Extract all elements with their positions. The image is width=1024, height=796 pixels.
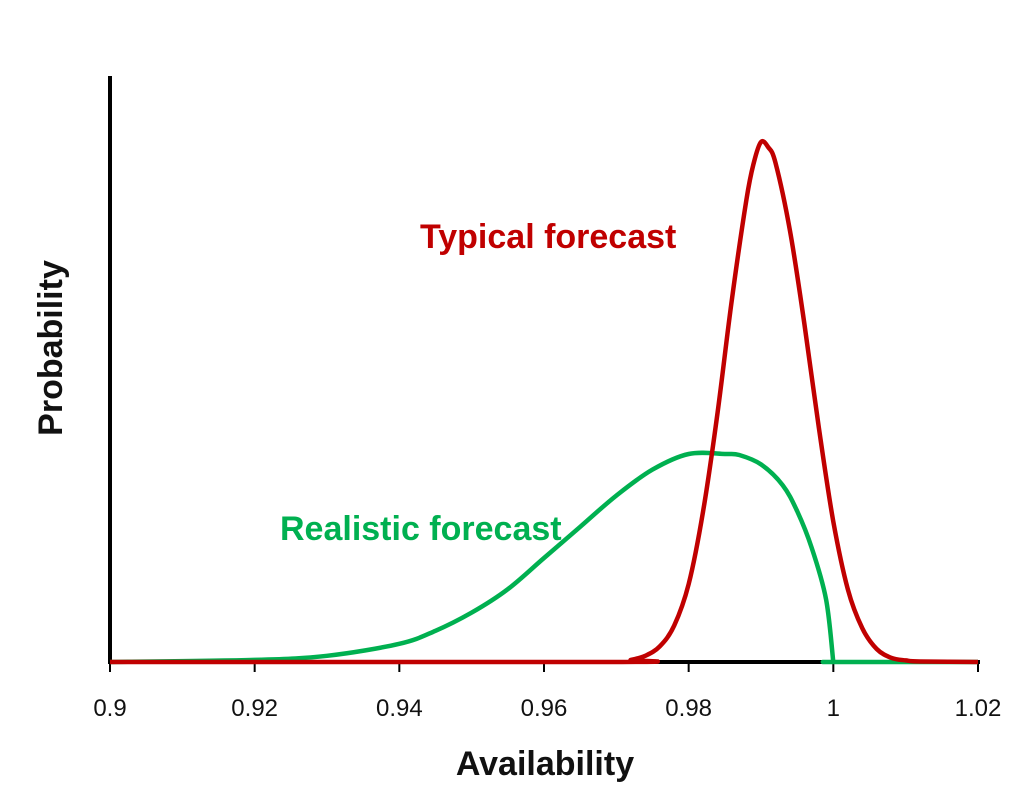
plot-area: 0.9 0.92 0.94 0.96 0.98 1 1.02 xyxy=(93,76,1001,722)
series-line-typical-forecast xyxy=(110,138,979,665)
x-tick-label: 1.02 xyxy=(955,695,1002,722)
x-tick-label: 0.94 xyxy=(376,695,423,722)
series-label-typical-forecast: Typical forecast xyxy=(420,218,676,256)
series-line-realistic-forecast xyxy=(109,450,978,665)
x-tick-label: 0.92 xyxy=(231,695,278,722)
x-ticks: 0.9 0.92 0.94 0.96 0.98 1 1.02 xyxy=(93,662,1001,722)
x-tick-label: 1 xyxy=(827,695,840,722)
x-tick-label: 0.98 xyxy=(665,695,712,722)
x-tick-label: 0.9 xyxy=(93,695,126,722)
x-axis-title: Availability xyxy=(456,745,634,783)
series-layer xyxy=(109,138,979,665)
x-tick-label: 0.96 xyxy=(521,695,568,722)
series-label-realistic-forecast: Realistic forecast xyxy=(280,510,562,548)
y-axis-title: Probability xyxy=(32,260,70,436)
